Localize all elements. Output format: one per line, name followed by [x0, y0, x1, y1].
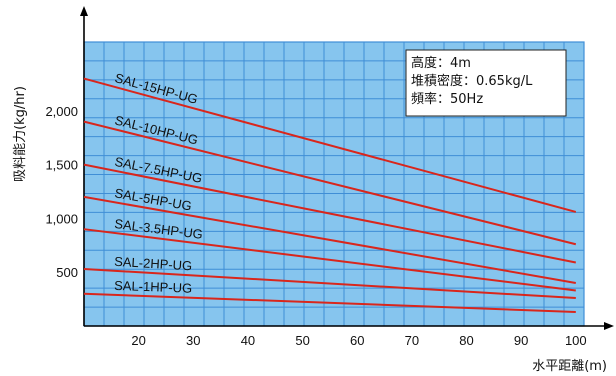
axes: [80, 6, 614, 330]
annotation-frame: [405, 49, 567, 117]
x-tick-label: 40: [241, 333, 255, 348]
series-line: [83, 267, 576, 300]
annotation-box: 高度：4m 堆積密度：0.65kg/L 頻率：50Hz: [405, 49, 567, 117]
series-line: [83, 163, 576, 264]
tick-labels: 20 30 40 50 60 70 80 90 100 500 1,000 1,500 2,000: [45, 104, 586, 348]
series-line: [83, 195, 576, 284]
y-tick-label: 1,500: [45, 158, 78, 173]
series-label: SAL-1HP-UG: [114, 278, 193, 296]
x-axis-arrow: [604, 322, 614, 330]
x-tick-label: 90: [514, 333, 528, 348]
x-tick-label: 30: [186, 333, 200, 348]
x-tick-label: 50: [295, 333, 309, 348]
x-tick-label: 60: [350, 333, 364, 348]
x-tick-label: 80: [459, 333, 473, 348]
x-axis-title: 水平距離(m): [532, 359, 607, 374]
y-tick-label: 500: [56, 265, 78, 280]
annotation-line: 堆積密度：0.65kg/L: [411, 73, 533, 89]
annotation-line: 高度：4m: [411, 55, 471, 71]
series-line: [83, 120, 577, 246]
y-axis-arrow: [80, 6, 88, 16]
x-tick-label: 70: [405, 333, 419, 348]
annotation-line: 頻率：50Hz: [411, 91, 483, 107]
x-tick-label: 20: [131, 333, 145, 348]
y-tick-label: 2,000: [45, 104, 78, 119]
series-line: [83, 228, 576, 292]
series-line: [83, 77, 577, 213]
y-axis-title: 吸料能力(kg/hr): [13, 86, 28, 182]
series-line: [83, 292, 576, 314]
series-label: SAL-2HP-UG: [114, 254, 193, 274]
x-tick-label: 100: [565, 333, 587, 348]
y-tick-label: 1,000: [45, 211, 78, 226]
series-lines: [83, 77, 577, 314]
